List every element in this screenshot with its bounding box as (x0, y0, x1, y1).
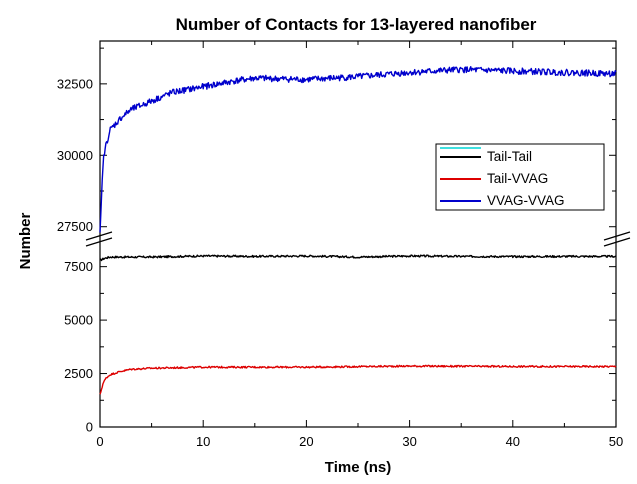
y-tick-label-1: 2500 (64, 366, 93, 381)
legend-label-tail-vvag: Tail-VVAG (487, 171, 548, 186)
y-tick-label-2: 5000 (64, 313, 93, 328)
series-line-vvag-vvag (99, 66, 617, 233)
y-tick-label-5: 30000 (57, 148, 93, 163)
plot-frame (99, 40, 617, 428)
legend-box (435, 143, 605, 211)
x-tick-label-2: 20 (299, 434, 313, 449)
series-lines (99, 66, 617, 395)
axis-break-right-top (603, 231, 631, 241)
axis-ticks: 0 10 20 30 40 50 0 2500 5000 7500 27500 30000 32500 (57, 41, 623, 449)
legend-label-vvag-vvag: VVAG-VVAG (487, 193, 565, 208)
y-tick-label-6: 32500 (57, 76, 93, 91)
x-tick-label-4: 40 (506, 434, 520, 449)
series-line-tail-vvag (99, 364, 617, 395)
axis-break-left-bottom (85, 237, 113, 247)
x-tick-label-0: 0 (96, 434, 103, 449)
x-axis-label: Time (ns) (325, 459, 391, 476)
y-tick-label-3: 7500 (64, 259, 93, 274)
y-tick-label-4: 27500 (57, 219, 93, 234)
x-tick-label-5: 50 (609, 434, 623, 449)
axis-break-marks (85, 231, 631, 247)
y-axis-label: Number (17, 213, 34, 270)
axis-break-right-bottom (603, 237, 631, 247)
legend: Tail-Tail Tail-VVAG VVAG-VVAG (435, 143, 605, 211)
y-tick-label-0: 0 (86, 420, 93, 435)
x-tick-label-1: 10 (196, 434, 210, 449)
legend-label-tail-tail: Tail-Tail (487, 149, 532, 164)
series-line-tail-tail (99, 254, 617, 262)
chart-title: Number of Contacts for 13-layered nanofi… (176, 15, 537, 34)
axis-break-left-top (85, 231, 113, 241)
x-tick-label-3: 30 (402, 434, 416, 449)
